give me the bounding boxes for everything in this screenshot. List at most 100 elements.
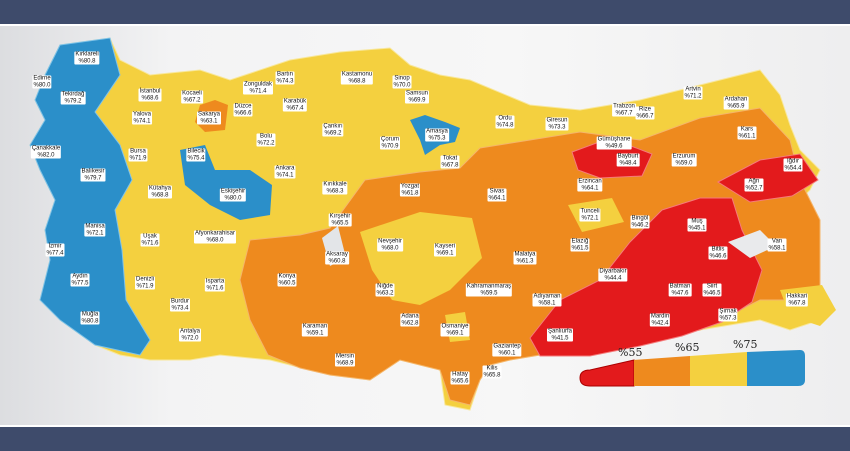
province-name: Burdur <box>170 298 190 305</box>
province-name: Bayburt <box>617 153 639 160</box>
province-value: %71.9 <box>129 155 147 161</box>
province-label-bursa: Bursa %71.9 <box>128 148 148 162</box>
province-label-osmaniye: Osmaniye %69.1 <box>440 323 470 337</box>
province-name: Erzincan <box>578 178 602 185</box>
province-label-i̇zmir: İzmir %77.4 <box>45 243 65 257</box>
province-name: Osmaniye <box>441 323 469 330</box>
province-label-antalya: Antalya %72.0 <box>178 328 202 342</box>
province-label-çorum: Çorum %70.9 <box>379 136 401 150</box>
province-name: Hatay <box>452 371 468 378</box>
province-value: %66.7 <box>636 113 654 119</box>
province-name: Niğde <box>377 283 393 290</box>
province-value: %65.8 <box>483 372 501 378</box>
province-name: Muğla <box>81 311 99 318</box>
province-name: Adıyaman <box>533 293 561 300</box>
province-label-malatya: Malatya %61.3 <box>513 251 537 265</box>
province-label-şırnak: Şırnak %57.3 <box>718 308 738 322</box>
province-name: Denizli <box>135 276 155 283</box>
province-name: Edirne <box>33 75 51 82</box>
province-value: %61.1 <box>738 133 756 139</box>
province-label-kırşehir: Kırşehir %65.5 <box>328 213 352 227</box>
province-label-tokat: Tokat %67.8 <box>440 155 460 169</box>
province-label-yalova: Yalova %74.1 <box>132 111 152 125</box>
province-label-gaziantep: Gaziantep %60.1 <box>492 343 522 357</box>
province-value: %69.9 <box>408 97 426 103</box>
map-regions <box>29 37 836 411</box>
province-value: %63.2 <box>376 290 394 296</box>
province-value: %69.2 <box>324 130 342 136</box>
province-value: %80.8 <box>81 318 99 324</box>
province-name: Balıkesir <box>81 168 105 175</box>
province-value: %80.8 <box>78 58 96 64</box>
province-label-yozgat: Yozgat %61.8 <box>399 183 421 197</box>
province-label-hatay: Hatay %65.6 <box>450 371 470 385</box>
province-value: %65.6 <box>451 378 469 384</box>
region-blue-eskisehir <box>180 145 272 220</box>
province-name: Bingöl <box>631 215 649 222</box>
province-value: %74.1 <box>133 118 151 124</box>
province-name: Ankara <box>275 165 295 172</box>
province-label-çanakkale: Çanakkale %82.0 <box>30 145 62 159</box>
province-value: %80.0 <box>224 195 242 201</box>
province-value: %54.4 <box>784 165 802 171</box>
province-value: %69.1 <box>446 330 464 336</box>
province-name: Bitlis <box>711 246 725 253</box>
province-value: %74.1 <box>276 172 294 178</box>
province-name: Giresun <box>546 117 568 124</box>
province-name: İstanbul <box>139 88 161 95</box>
province-value: %68.3 <box>326 188 344 194</box>
province-label-nevşehir: Nevşehir %68.0 <box>377 238 403 252</box>
province-label-kırıkkale: Kırıkkale %68.3 <box>322 181 348 195</box>
province-label-sinop: Sinop %70.0 <box>392 75 412 89</box>
province-label-denizli: Denizli %71.9 <box>134 276 156 290</box>
province-value: %59.1 <box>306 330 324 336</box>
province-label-manisa: Manisa %72.1 <box>84 223 106 237</box>
province-name: Samsun <box>405 90 429 97</box>
province-label-ağrı: Ağrı %52.7 <box>744 178 764 192</box>
province-name: Malatya <box>514 251 536 258</box>
province-label-bilecik: Bilecik %75.4 <box>186 148 206 162</box>
province-value: %71.6 <box>141 240 159 246</box>
province-value: %49.6 <box>605 143 623 149</box>
province-label-şanlıurfa: Şanlıurfa %41.5 <box>546 328 574 342</box>
province-value: %70.9 <box>381 143 399 149</box>
province-name: Kırıkkale <box>323 181 347 188</box>
province-label-afyonkarahisar: Afyonkarahisar %68.0 <box>193 230 237 244</box>
province-value: %60.5 <box>278 280 296 286</box>
province-label-kilis: Kilis %65.8 <box>482 365 502 379</box>
province-value: %61.5 <box>571 245 589 251</box>
province-label-kocaeli: Kocaeli %67.2 <box>181 90 203 104</box>
province-value: %77.5 <box>71 280 89 286</box>
province-value: %46.2 <box>631 222 649 228</box>
province-label-eskişehir: Eskişehir %80.0 <box>219 188 247 202</box>
province-label-uşak: Uşak %71.6 <box>140 233 160 247</box>
province-value: %67.7 <box>615 110 633 116</box>
province-value: %58.1 <box>768 245 786 251</box>
province-label-tunceli: Tunceli %72.1 <box>579 208 601 222</box>
province-label-mardin: Mardin %42.4 <box>649 313 671 327</box>
region-blue-west <box>29 37 151 356</box>
province-value: %67.8 <box>788 300 806 306</box>
province-label-kırklareli: Kırklareli %80.8 <box>74 51 100 65</box>
province-value: %63.1 <box>200 118 218 124</box>
province-value: %72.1 <box>86 230 104 236</box>
legend-threshold-75: %75 <box>733 338 758 351</box>
province-value: %58.1 <box>538 300 556 306</box>
province-value: %69.1 <box>436 250 454 256</box>
province-label-adıyaman: Adıyaman %58.1 <box>532 293 562 307</box>
province-name: Iğdır <box>786 158 800 165</box>
province-value: %80.0 <box>33 82 51 88</box>
province-label-isparta: Isparta %71.6 <box>204 278 226 292</box>
region-yellow-kayseri <box>360 212 482 305</box>
province-label-aydın: Aydın %77.5 <box>70 273 90 287</box>
province-name: Yalova <box>133 111 151 118</box>
province-label-van: Van %58.1 <box>767 238 787 252</box>
province-name: Trabzon <box>613 103 635 110</box>
province-value: %46.5 <box>703 290 721 296</box>
province-value: %67.8 <box>441 162 459 168</box>
province-value: %65.9 <box>727 103 745 109</box>
province-name: Gaziantep <box>493 343 521 350</box>
province-label-sivas: Sivas %64.1 <box>487 188 507 202</box>
province-name: Batman <box>669 283 691 290</box>
province-value: %71.4 <box>249 88 267 94</box>
